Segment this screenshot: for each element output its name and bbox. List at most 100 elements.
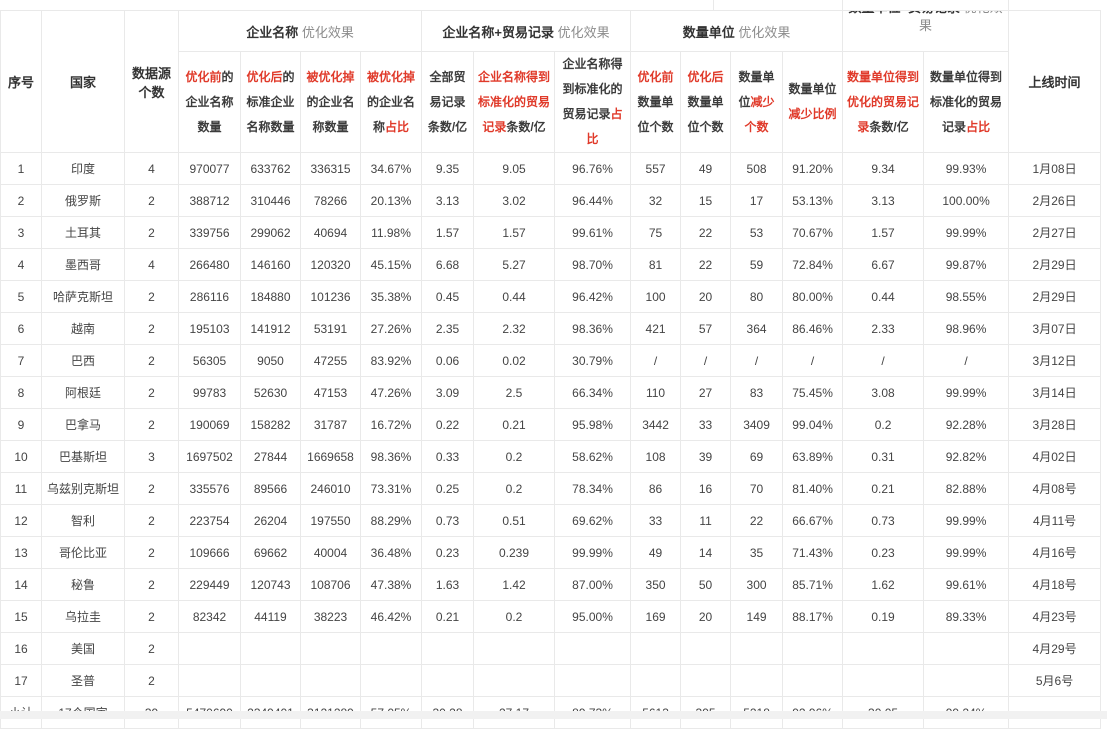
table-cell: 83.92% — [359, 344, 423, 377]
table-cell: 99.99% — [923, 216, 1010, 249]
table-cell: 17 — [0, 664, 42, 697]
table-cell: 2 — [124, 280, 179, 313]
table-cell: 16 — [0, 632, 42, 665]
col-header-country: 国家 — [41, 10, 125, 153]
table-cell: 1月08日 — [1008, 152, 1102, 185]
table-cell — [473, 632, 556, 665]
table-cell: 89.33% — [923, 600, 1010, 633]
table-cell: 72.84% — [782, 248, 844, 281]
table-cell — [421, 632, 475, 665]
table-cell: 3 — [124, 440, 179, 473]
column-border-stub — [842, 0, 843, 10]
table-cell: 20 — [680, 600, 732, 633]
table-cell: 3442 — [630, 408, 682, 441]
optimization-effect-table: 序号 国家 数据源个数 企业名称 优化效果 企业名称+贸易记录 优化效果 数量单… — [0, 10, 1102, 729]
table-cell: 乌拉圭 — [41, 600, 125, 633]
table-cell: 俄罗斯 — [41, 184, 125, 217]
table-cell: 4 — [124, 248, 179, 281]
table-cell: 0.2 — [473, 600, 556, 633]
table-cell: 2 — [124, 600, 179, 633]
table-cell: 4月16号 — [1008, 536, 1102, 569]
table-cell: 11 — [680, 504, 732, 537]
table-cell: 35.38% — [359, 280, 423, 313]
table-row: 15 乌拉圭 2 82342 44119 38223 46.42% 0.21 0.2 95.00%… — [0, 600, 1102, 633]
subcolumn-header-text: 条数/亿 — [869, 119, 909, 134]
subcolumn-header-accent-text: 减少个数 — [744, 94, 775, 134]
table-cell: 197550 — [300, 504, 361, 537]
table-cell: 1.63 — [421, 568, 475, 601]
table-cell: 73.31% — [359, 472, 423, 505]
subcolumn-header-text: 的标准企业名称数量 — [246, 69, 295, 134]
table-cell: 98.36% — [359, 440, 423, 473]
table-cell: / — [630, 344, 682, 377]
table-cell: 46.42% — [359, 600, 423, 633]
table-cell: 巴拿马 — [41, 408, 125, 441]
subcolumn-header-accent-text: 优化后 — [687, 69, 724, 84]
table-cell: 2 — [124, 376, 179, 409]
header-row-subcolumns: 优化前的企业名称数量 优化后的标准企业名称数量 被优化掉的企业名称数量 被优化掉的企业… — [1, 51, 1101, 153]
table-cell: 4月29号 — [1008, 632, 1102, 665]
table-cell: 88.17% — [782, 600, 844, 633]
table-cell: 0.2 — [473, 440, 556, 473]
table-cell — [240, 664, 301, 697]
table-cell: 3月28日 — [1008, 408, 1102, 441]
table-cell: 2 — [124, 568, 179, 601]
table-cell: 2月26日 — [1008, 184, 1102, 217]
table-cell: 92.28% — [923, 408, 1010, 441]
section-title-strong: 企业名称 — [246, 24, 299, 40]
table-cell: 184880 — [240, 280, 301, 313]
section-title-light: 优化效果 — [554, 24, 610, 40]
table-row: 2 俄罗斯 2 388712 310446 78266 20.13% 3.13 3.02 96.4… — [0, 184, 1102, 217]
table-cell: 9 — [0, 408, 42, 441]
table-cell: 3月07日 — [1008, 312, 1102, 345]
table-cell: 32 — [630, 184, 682, 217]
table-cell: 7 — [0, 344, 42, 377]
table-cell: 80.00% — [782, 280, 844, 313]
table-cell — [473, 664, 556, 697]
table-cell — [178, 664, 241, 697]
table-cell: 0.21 — [842, 472, 925, 505]
table-cell: 99.87% — [923, 248, 1010, 281]
table-cell: 巴西 — [41, 344, 125, 377]
table-cell: 3409 — [730, 408, 784, 441]
table-cell: 1669658 — [300, 440, 361, 473]
table-cell: 80 — [730, 280, 784, 313]
table-cell — [842, 664, 925, 697]
table-cell: 0.21 — [421, 600, 475, 633]
clipped-section-title: 数量单位+贸易记录 优化效果 — [845, 12, 1006, 36]
table-cell: 96.42% — [554, 280, 632, 313]
table-cell: 3.13 — [421, 184, 475, 217]
table-cell: 秘鲁 — [41, 568, 125, 601]
table-cell: 9.35 — [421, 152, 475, 185]
table-cell: 81 — [630, 248, 682, 281]
table-cell: 3 — [0, 216, 42, 249]
subcolumn-header: 优化后数量单位个数 — [680, 51, 732, 153]
table-cell — [630, 664, 682, 697]
table-cell: 34.67% — [359, 152, 423, 185]
table-cell — [782, 664, 844, 697]
table-cell: 31787 — [300, 408, 361, 441]
subcolumn-header-accent-text: 被优化掉 — [306, 69, 355, 84]
table-cell: 69662 — [240, 536, 301, 569]
table-cell: 1697502 — [178, 440, 241, 473]
table-cell: 58.62% — [554, 440, 632, 473]
table-cell: 2.35 — [421, 312, 475, 345]
table-cell: 9050 — [240, 344, 301, 377]
table-cell: 82342 — [178, 600, 241, 633]
table-cell — [178, 632, 241, 665]
table-cell: 36.48% — [359, 536, 423, 569]
table-cell: 83 — [730, 376, 784, 409]
table-cell: 40004 — [300, 536, 361, 569]
table-cell: 1.57 — [473, 216, 556, 249]
table-cell: 0.73 — [421, 504, 475, 537]
table-cell: 2.32 — [473, 312, 556, 345]
table-cell: 96.76% — [554, 152, 632, 185]
table-cell: 141912 — [240, 312, 301, 345]
horizontal-scrollbar-track[interactable] — [0, 711, 1107, 719]
table-cell: 0.51 — [473, 504, 556, 537]
table-cell: 9.34 — [842, 152, 925, 185]
table-cell: 6.67 — [842, 248, 925, 281]
table-cell: 0.25 — [421, 472, 475, 505]
table-cell: 20.13% — [359, 184, 423, 217]
table-cell: 16.72% — [359, 408, 423, 441]
